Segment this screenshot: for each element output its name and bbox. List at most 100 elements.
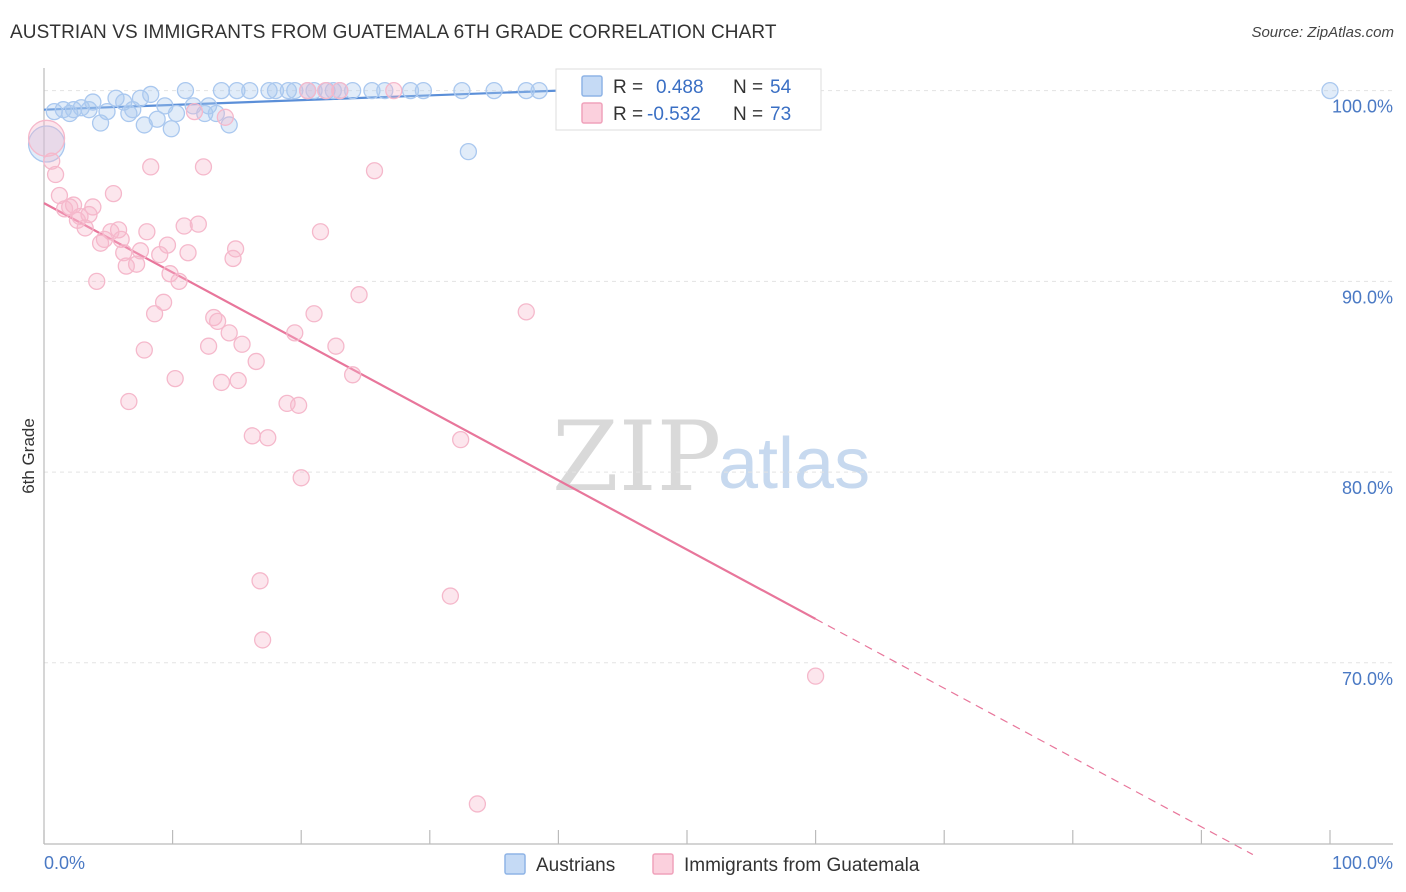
point-guatemala-44 [220,324,238,342]
point-guatemala-2 [46,165,65,184]
point-austrians-47 [517,81,535,100]
y-tick-label-90: 90.0% [1342,287,1393,307]
stats-r-value-guatemala: -0.532 [647,104,701,125]
point-austrians-28 [228,81,246,100]
point-guatemala-48 [233,335,251,353]
point-austrians-44 [453,81,471,100]
point-guatemala-61 [316,81,335,100]
point-austrians-30 [260,81,278,100]
point-guatemala-12 [88,272,106,290]
point-guatemala-26 [142,158,160,176]
point-austrians-20 [167,104,186,123]
trend-line-guatemala [43,202,817,620]
gridlines [44,90,1393,664]
point-guatemala-1 [43,152,61,170]
point-guatemala-25 [138,223,156,241]
point-guatemala-22 [127,255,146,273]
point-austrians-46 [485,81,503,100]
point-guatemala-27 [145,305,164,323]
watermark-zip: ZIP [552,401,721,513]
point-guatemala-58 [298,81,317,100]
point-guatemala-16 [104,184,123,203]
point-guatemala-43 [216,108,234,126]
y-tick-labels: 70.0% 80.0% 90.0% 100.0% [1332,97,1393,689]
point-guatemala-36 [185,102,204,121]
point-guatemala-64 [343,366,362,384]
x-tick-label-max: 100.0% [1332,853,1393,873]
point-guatemala-46 [226,240,245,258]
point-guatemala-63 [331,81,349,100]
stats-n-value-austrians: 54 [770,77,792,98]
point-austrians-26 [212,81,231,100]
point-austrians-43 [414,81,433,100]
y-tick-label-70: 70.0% [1342,669,1393,689]
point-guatemala-23 [131,242,150,260]
point-guatemala-41 [208,312,227,331]
point-guatemala-39 [199,337,218,355]
point-guatemala-49 [243,427,261,445]
x-tick-label-min: 0.0% [44,853,85,873]
point-austrians-16 [142,85,160,104]
point-guatemala-18 [112,230,130,249]
point-guatemala-53 [259,429,277,447]
point-austrians-53 [1321,81,1339,100]
y-tick-label-100: 100.0% [1332,97,1393,117]
point-austrians-31 [266,81,285,100]
y-tick-label-80: 80.0% [1342,478,1393,498]
stats-box: R = 0.488 N = 54 R = -0.532 N = 73 [555,68,822,131]
point-guatemala-21 [120,392,138,411]
chart-title: AUSTRIAN VS IMMIGRANTS FROM GUATEMALA 6T… [10,22,777,43]
point-austrians-17 [148,110,166,128]
legend-label-guatemala[interactable]: Immigrants from Guatemala [684,855,920,876]
point-austrians-45 [459,142,478,161]
point-guatemala-11 [84,198,102,216]
point-guatemala-65 [350,286,368,304]
series-legend: Austrians Immigrants from Guatemala [504,853,920,876]
trend-line-extension-guatemala [815,618,1254,856]
point-guatemala-51 [251,572,269,590]
axes [43,68,1393,845]
point-guatemala-52 [253,631,272,649]
point-guatemala-69 [452,430,470,449]
point-guatemala-34 [175,217,193,235]
point-austrians-25 [207,104,225,123]
point-guatemala-29 [154,293,173,311]
point-guatemala-62 [327,337,345,355]
stats-swatch-guatemala [581,102,603,124]
stats-n-value-guatemala: 73 [770,104,791,125]
point-guatemala-50 [247,352,265,371]
legend-swatch-guatemala[interactable] [652,853,674,875]
point-austrians-7 [84,93,102,111]
point-guatemala-42 [212,373,231,392]
point-austrians-14 [131,89,150,107]
point-austrians-0 [27,125,66,163]
source-credit: Source: ZipAtlas.com [1251,24,1394,41]
point-guatemala-47 [229,371,247,390]
point-austrians-9 [98,102,116,121]
stats-r-value-austrians: 0.488 [656,77,704,98]
point-guatemala-57 [292,469,310,487]
stats-n-label-guatemala: N = [733,104,763,125]
stats-r-label-guatemala: R = [613,104,643,125]
point-austrians-48 [530,81,548,100]
point-guatemala-68 [441,587,460,605]
point-guatemala-70 [468,795,487,813]
point-austrians-29 [241,81,259,100]
stats-r-label-austrians: R = [613,77,643,98]
point-guatemala-24 [135,341,153,359]
point-guatemala-32 [166,369,184,388]
point-guatemala-66 [365,162,384,180]
point-guatemala-33 [170,272,188,290]
point-guatemala-59 [305,305,323,323]
watermark-atlas: atlas [718,424,870,504]
legend-label-austrians[interactable]: Austrians [536,855,615,876]
legend-swatch-austrians[interactable] [504,853,526,875]
point-austrians-32 [279,81,297,100]
point-austrians-19 [162,120,180,138]
point-austrians-42 [401,81,420,100]
point-guatemala-55 [286,324,304,342]
point-guatemala-60 [311,223,330,241]
point-guatemala-0 [27,119,66,157]
point-guatemala-30 [158,236,177,254]
stats-n-label-austrians: N = [733,77,763,98]
